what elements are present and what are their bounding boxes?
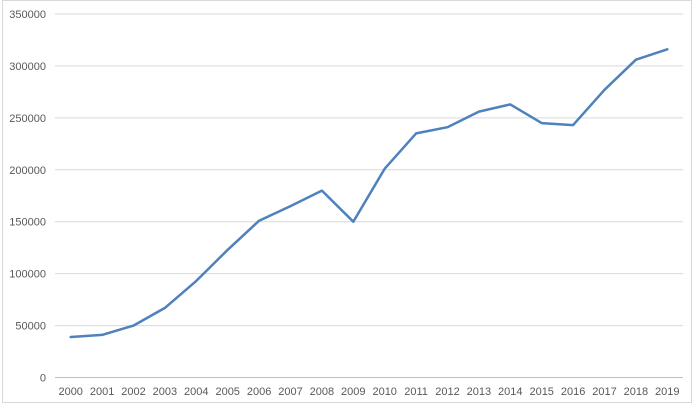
data-series-line xyxy=(69,48,669,339)
y-axis-tick-label: 250000 xyxy=(9,113,46,125)
x-axis-tick-label: 2002 xyxy=(121,386,145,398)
x-axis-tick-label: 2013 xyxy=(467,386,491,398)
y-axis-tick-label: 350000 xyxy=(9,9,46,21)
y-axis-tick-label: 200000 xyxy=(9,165,46,177)
x-axis-tick-label: 2016 xyxy=(561,386,585,398)
chart-border xyxy=(2,0,692,403)
x-axis-tick-label: 2015 xyxy=(529,386,553,398)
y-axis-tick-label: 300000 xyxy=(9,61,46,73)
x-axis-tick-label: 2005 xyxy=(215,386,239,398)
x-axis-tick-label: 2006 xyxy=(247,386,271,398)
x-axis-tick-label: 2007 xyxy=(278,386,302,398)
x-axis-tick-label: 2009 xyxy=(341,386,365,398)
x-axis-tick-label: 2019 xyxy=(655,386,679,398)
x-axis-tick-label: 2000 xyxy=(58,386,82,398)
x-axis-tick-label: 2017 xyxy=(592,386,616,398)
y-axis-tick-label: 100000 xyxy=(9,269,46,281)
y-axis-tick-label: 50000 xyxy=(15,321,46,333)
y-axis-tick-label: 0 xyxy=(40,373,46,385)
y-axis-tick-label: 150000 xyxy=(9,217,46,229)
x-axis-tick-label: 2012 xyxy=(435,386,459,398)
x-axis-tick-label: 2004 xyxy=(184,386,208,398)
x-axis-tick-label: 2010 xyxy=(372,386,396,398)
x-axis-tick-label: 2011 xyxy=(404,386,428,398)
x-axis-tick-label: 2003 xyxy=(153,386,177,398)
x-axis-tick-label: 2014 xyxy=(498,386,522,398)
x-axis-tick-label: 2008 xyxy=(310,386,334,398)
x-axis-tick-label: 2001 xyxy=(90,386,114,398)
x-axis-tick-label: 2018 xyxy=(624,386,648,398)
